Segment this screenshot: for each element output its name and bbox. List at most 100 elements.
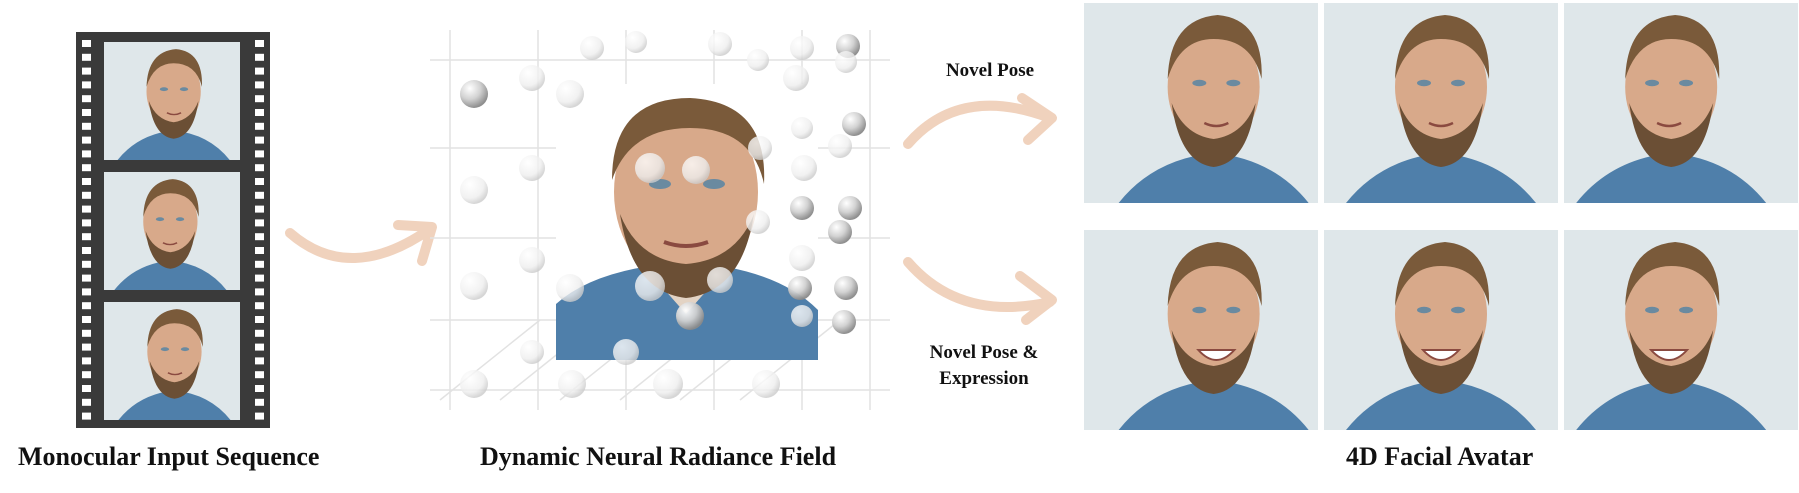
sample-sphere xyxy=(460,176,488,204)
sprocket-hole xyxy=(255,205,264,213)
sprocket-hole xyxy=(255,288,264,296)
sprocket-hole xyxy=(82,205,91,213)
sprocket-hole xyxy=(82,412,91,420)
sample-sphere xyxy=(838,196,862,220)
sample-sphere xyxy=(747,49,769,71)
sample-sphere xyxy=(519,155,545,181)
sprocket-hole xyxy=(82,302,91,310)
sample-sphere xyxy=(835,51,857,73)
sprocket-hole xyxy=(255,412,264,420)
face-photo xyxy=(1324,3,1558,203)
sample-sphere xyxy=(791,155,817,181)
sample-sphere xyxy=(580,36,604,60)
sprocket-hole xyxy=(82,136,91,144)
sprocket-hole xyxy=(255,274,264,282)
sprocket-hole xyxy=(255,40,264,47)
film-frames xyxy=(82,40,264,420)
sprocket-hole xyxy=(82,81,91,89)
sample-sphere xyxy=(789,245,815,271)
sample-sphere xyxy=(783,65,809,91)
sprocket-hole xyxy=(82,398,91,406)
caption-field: Dynamic Neural Radiance Field xyxy=(480,442,837,471)
sprocket-hole xyxy=(82,109,91,116)
sprocket-hole xyxy=(255,81,264,89)
face-photo xyxy=(104,172,240,290)
face-photo xyxy=(1564,3,1798,203)
label-novel-pose: Novel Pose xyxy=(945,60,1035,81)
arrow-to-field xyxy=(285,220,437,266)
face-photo xyxy=(1324,230,1558,430)
sprocket-hole xyxy=(82,67,91,75)
label-novel-pose-expression: Novel Pose & Expression xyxy=(900,340,1068,392)
sample-sphere xyxy=(828,220,852,244)
sprocket-hole xyxy=(255,329,264,337)
sprocket-hole xyxy=(255,53,264,61)
face-photo xyxy=(1084,230,1318,430)
sprocket-hole xyxy=(255,150,264,158)
sprocket-hole xyxy=(82,329,91,337)
sprocket-hole xyxy=(255,191,264,199)
sprocket-hole xyxy=(255,247,264,254)
sprocket-hole xyxy=(82,385,91,392)
sample-sphere xyxy=(520,340,544,364)
sample-sphere xyxy=(746,210,770,234)
sample-sphere xyxy=(625,31,647,53)
neural-radiance-field xyxy=(430,30,890,410)
sprocket-hole xyxy=(82,274,91,282)
sample-sphere xyxy=(788,276,812,300)
sprocket-hole xyxy=(82,247,91,254)
sprocket-hole xyxy=(255,178,264,185)
label-line-2: Expression xyxy=(939,368,1029,389)
sprocket-hole xyxy=(255,371,264,379)
sprocket-hole xyxy=(82,164,91,172)
sprocket-hole xyxy=(82,357,91,365)
face-photo xyxy=(1084,3,1318,203)
sample-sphere xyxy=(828,134,852,158)
sample-sphere xyxy=(682,156,710,184)
face-photo xyxy=(104,302,240,420)
arrow-novel-expression xyxy=(903,257,1057,325)
sprocket-hole xyxy=(82,191,91,199)
sample-sphere xyxy=(790,196,814,220)
sprocket-hole xyxy=(255,122,264,130)
face-photo xyxy=(104,42,240,160)
sprocket-hole xyxy=(82,316,91,323)
sprocket-hole xyxy=(255,357,264,365)
label-line-1: Novel Pose & xyxy=(929,342,1039,363)
arrow-novel-pose xyxy=(903,93,1057,149)
sample-sphere xyxy=(748,136,772,160)
sample-sphere xyxy=(790,36,814,60)
sample-sphere xyxy=(460,370,488,398)
sample-sphere xyxy=(676,302,704,330)
sample-sphere xyxy=(635,271,665,301)
sprocket-hole xyxy=(82,288,91,296)
sample-sphere xyxy=(791,305,813,327)
sprocket-hole xyxy=(255,109,264,116)
sample-sphere xyxy=(558,370,586,398)
sample-sphere xyxy=(653,369,683,399)
sample-sphere xyxy=(752,370,780,398)
sample-sphere xyxy=(613,339,639,365)
sprocket-hole xyxy=(82,371,91,379)
face-photo xyxy=(1564,230,1798,430)
sample-sphere xyxy=(519,65,545,91)
sample-sphere xyxy=(519,247,545,273)
caption-avatar: 4D Facial Avatar xyxy=(1346,442,1534,471)
sprocket-hole xyxy=(82,40,91,47)
sample-sphere xyxy=(460,80,488,108)
sample-sphere xyxy=(556,80,584,108)
sprocket-hole xyxy=(255,95,264,103)
caption-input: Monocular Input Sequence xyxy=(18,442,320,471)
grid-line xyxy=(439,319,541,401)
sprocket-hole xyxy=(82,260,91,268)
sprocket-hole xyxy=(255,219,264,227)
sprocket-hole xyxy=(255,385,264,392)
sprocket-hole xyxy=(82,150,91,158)
sprocket-hole xyxy=(82,343,91,351)
sample-sphere xyxy=(832,310,856,334)
sprocket-hole xyxy=(255,343,264,351)
sample-sphere xyxy=(635,153,665,183)
sample-sphere xyxy=(460,272,488,300)
sprocket-hole xyxy=(255,260,264,268)
avatar-grid xyxy=(1084,3,1798,430)
